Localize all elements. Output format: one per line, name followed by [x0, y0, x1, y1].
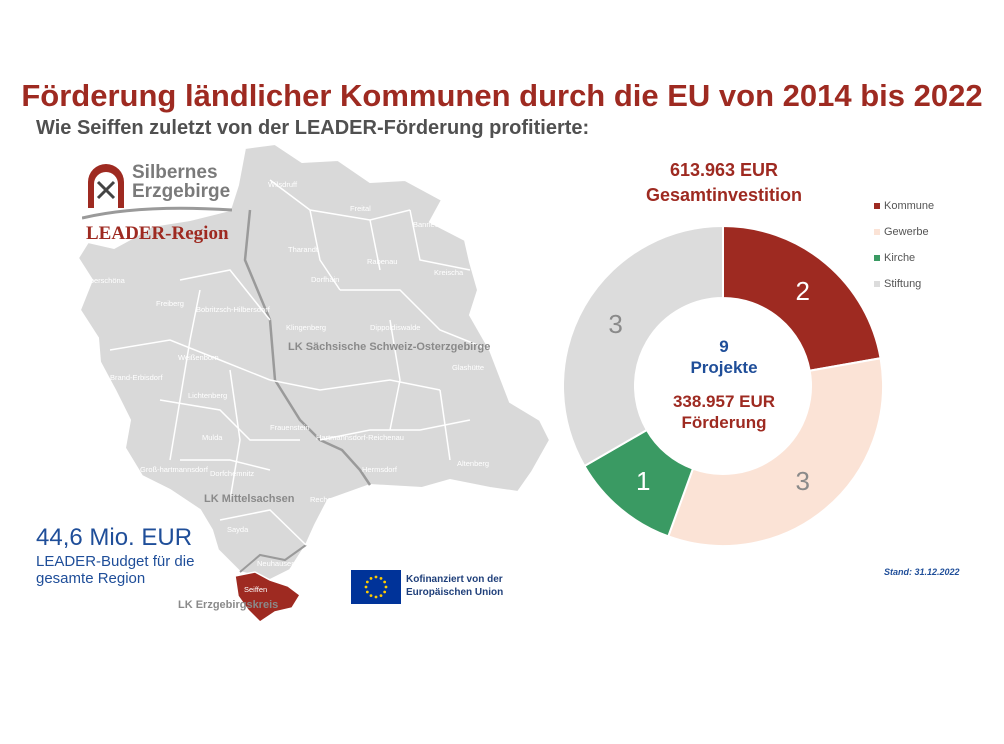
map-label-sayda: Sayda — [227, 525, 249, 534]
donut-label-kirche: 1 — [636, 466, 650, 496]
map-label-neuhausen: Neuhausen — [257, 559, 295, 568]
investment-label: Gesamtinvestition — [645, 185, 803, 205]
map-label-oberschoena: Oberschöna — [84, 276, 126, 285]
map-label-tharandt: Tharandt — [288, 245, 319, 254]
map-label-hermsdorf: Hermsdorf — [362, 465, 398, 474]
legend-swatch-kirche — [874, 255, 880, 261]
donut-chart: 2 3 1 3 — [562, 224, 884, 547]
map-label-mulda: Mulda — [202, 433, 223, 442]
projects-count: 9 — [719, 337, 729, 356]
page-title: Förderung ländlicher Kommunen durch die … — [21, 78, 983, 113]
map-label-freital: Freital — [350, 204, 371, 213]
eu-star — [365, 590, 369, 594]
donut-slice-stiftung — [562, 224, 724, 468]
map-label-glashuette: Glashütte — [452, 363, 484, 372]
page-subtitle: Wie Seiffen zuletzt von der LEADER-Förde… — [36, 117, 590, 139]
legend-item: Stiftung — [874, 271, 934, 297]
legend-item: Gewerbe — [874, 219, 934, 245]
map-label-dorfhain: Dorfhain — [311, 275, 339, 284]
map-label-hartmannsdorf: Hartmannsdorf-Reichenau — [316, 433, 404, 442]
map-label-kreischa: Kreischa — [434, 268, 464, 277]
eu-star — [364, 585, 368, 589]
projects-label: Projekte — [690, 358, 758, 377]
eu-star — [383, 580, 387, 584]
map-label-brand-erbisdorf: Brand-Erbisdorf — [110, 373, 163, 382]
logo-line2: Erzgebirge — [132, 181, 231, 202]
map-label-klingenberg: Klingenberg — [286, 323, 326, 332]
eu-star — [384, 585, 388, 589]
logo-line3: LEADER-Region — [86, 223, 229, 244]
eu-star — [369, 594, 373, 598]
eu-badge: Kofinanziert von der Europäischen Union — [351, 570, 521, 606]
eu-star — [365, 580, 369, 584]
eu-star — [369, 576, 373, 580]
legend-label-gewerbe: Gewerbe — [884, 226, 929, 238]
donut-slice-gewerbe — [666, 357, 884, 547]
stand-date: Stand: 31.12.2022 — [884, 567, 960, 577]
legend-label-stiftung: Stiftung — [884, 278, 922, 290]
logo-line1: Silbernes — [132, 162, 218, 183]
district-border — [243, 209, 372, 486]
donut-slice-kommune — [722, 224, 882, 372]
eu-star — [379, 576, 383, 580]
municipality-borders — [109, 179, 491, 546]
donut-label-stiftung: 3 — [608, 309, 622, 339]
legend-item: Kirche — [874, 245, 934, 271]
eu-text-line2: Europäischen Union — [406, 587, 504, 598]
map-label-bobritzsch: Bobritzsch-Hilbersdorf — [196, 305, 271, 314]
chart-legend: Kommune Gewerbe Kirche Stiftung — [874, 193, 934, 297]
map-label-altenberg: Altenberg — [457, 459, 489, 468]
map-label-rabenau: Rabenau — [367, 257, 397, 266]
donut-label-gewerbe: 3 — [795, 466, 809, 496]
map-label-frauenstein: Frauenstein — [270, 423, 310, 432]
map-label-dorfchemnitz: Dorfchemnitz — [210, 469, 254, 478]
map-label-grosshartmannsdorf: Groß-hartmannsdorf — [140, 465, 209, 474]
map-label-dippoldiswalde: Dippoldiswalde — [370, 323, 420, 332]
investment-value: 613.963 EUR — [669, 160, 779, 180]
funding-label: Förderung — [681, 413, 767, 432]
seiffen-area — [234, 571, 301, 623]
eu-star — [374, 575, 378, 579]
legend-swatch-stiftung — [874, 281, 880, 287]
eu-star — [379, 594, 383, 598]
donut-label-kommune: 2 — [795, 276, 809, 306]
map-label-seiffen: Seiffen — [244, 585, 267, 594]
eu-star — [374, 595, 378, 599]
region-map: Wilsdruff Freital Bannewitz Tharandt Rab… — [76, 142, 552, 623]
budget-text: LEADER-Budget für die gesamte Region — [36, 553, 195, 587]
map-label-lichtenberg: Lichtenberg — [188, 391, 227, 400]
map-label-weissenborn: Weißenborn — [178, 353, 219, 362]
map-district-mittelsachsen: LK Mittelsachsen — [204, 493, 295, 505]
map-label-freiberg: Freiberg — [156, 299, 184, 308]
legend-item: Kommune — [874, 193, 934, 219]
eu-star — [383, 590, 387, 594]
map-district-ssoe: LK Sächsische Schweiz-Osterzgebirge — [288, 341, 490, 353]
map-district-erzgebirgskreis: LK Erzgebirgskreis — [178, 599, 278, 611]
logo-swoosh — [82, 206, 232, 220]
eu-text-line1: Kofinanziert von der — [406, 574, 503, 585]
legend-label-kirche: Kirche — [884, 252, 916, 264]
leader-logo: Silbernes Erzgebirge LEADER-Region — [82, 160, 232, 250]
map-label-rechenberg: Rechenberg-Bienenmühle — [310, 495, 397, 504]
legend-swatch-gewerbe — [874, 229, 880, 235]
map-label-bannewitz: Bannewitz — [413, 220, 448, 229]
legend-swatch-kommune — [874, 203, 880, 209]
mine-arch-icon — [88, 164, 124, 208]
donut-center: 9 Projekte 338.957 EUR Förderung — [640, 336, 808, 433]
funding-value: 338.957 EUR — [672, 392, 776, 411]
district-border-2 — [239, 544, 307, 573]
eu-flag-icon — [351, 570, 401, 604]
legend-label-kommune: Kommune — [884, 200, 935, 212]
budget-value: 44,6 Mio. EUR — [36, 524, 193, 551]
map-label-wilsdruff: Wilsdruff — [268, 180, 298, 189]
